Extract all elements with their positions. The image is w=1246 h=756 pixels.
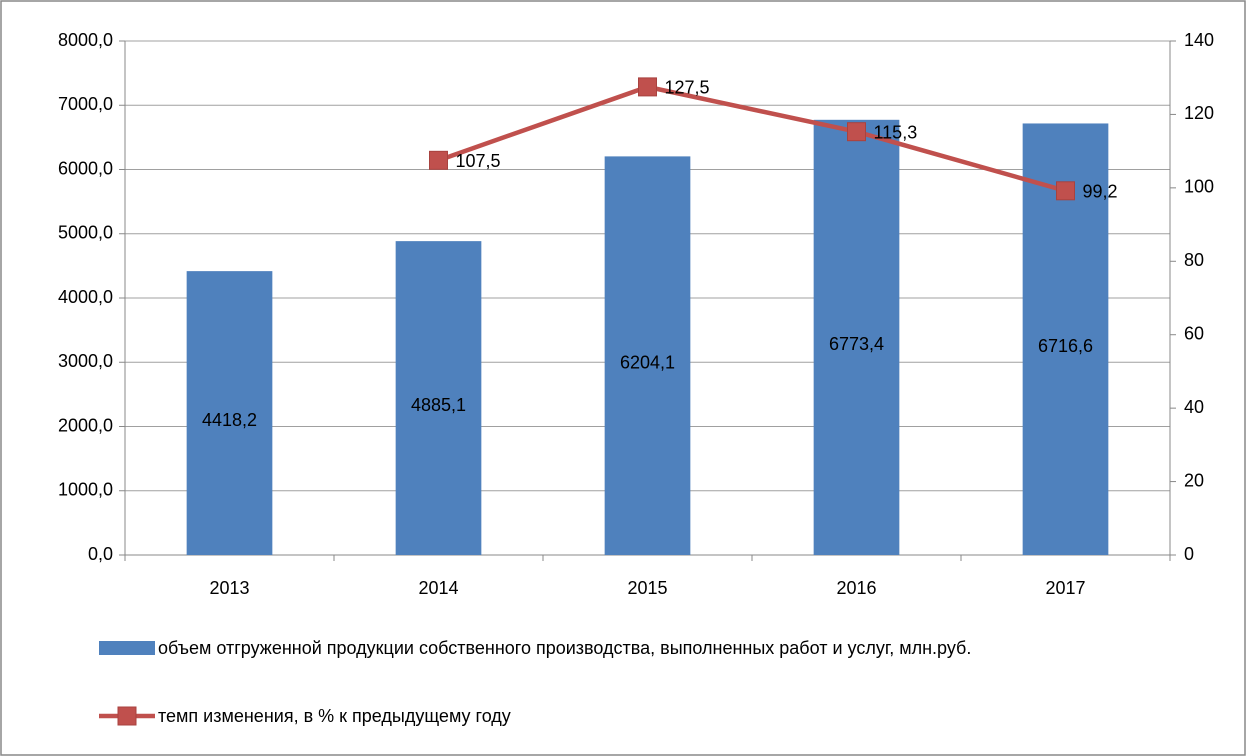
data-label: 6716,6 xyxy=(1038,336,1093,356)
y-tick-label: 2000,0 xyxy=(58,415,113,435)
data-label: 115,3 xyxy=(874,122,918,142)
y-tick-label: 3000,0 xyxy=(58,351,113,371)
data-label: 127,5 xyxy=(665,78,710,98)
y-tick-label: 6000,0 xyxy=(58,158,113,178)
y2-tick-label: 140 xyxy=(1184,30,1214,50)
legend-entry: объем отгруженной продукции собственного… xyxy=(158,638,972,658)
line-marker xyxy=(429,150,448,170)
legend-entry: темп изменения, в % к предыдущему году xyxy=(158,706,511,726)
x-tick-label: 2013 xyxy=(209,578,249,598)
line-marker xyxy=(847,122,866,142)
x-tick-label: 2014 xyxy=(418,578,458,598)
line-marker xyxy=(638,77,657,97)
y-tick-label: 4000,0 xyxy=(58,287,113,307)
y-tick-label: 8000,0 xyxy=(58,30,113,50)
legend-label: темп изменения, в % к предыдущему году xyxy=(158,706,511,726)
data-label: 6773,4 xyxy=(829,334,884,354)
legend-swatch xyxy=(99,641,155,655)
y-tick-label: 7000,0 xyxy=(58,94,113,114)
bar xyxy=(813,119,900,555)
bar xyxy=(186,271,273,555)
y2-tick-label: 20 xyxy=(1184,470,1204,490)
y2-tick-label: 40 xyxy=(1184,397,1204,417)
legend-swatch xyxy=(117,706,137,726)
y2-tick-label: 60 xyxy=(1184,323,1204,343)
data-label: 6204,1 xyxy=(620,352,675,372)
bar xyxy=(395,241,482,555)
x-tick-label: 2016 xyxy=(836,578,876,598)
data-label: 99,2 xyxy=(1083,182,1118,202)
x-tick-label: 2017 xyxy=(1045,578,1085,598)
y-tick-label: 1000,0 xyxy=(58,480,113,500)
data-label: 4418,2 xyxy=(202,410,257,430)
line-marker xyxy=(1056,181,1075,201)
y-tick-label: 0,0 xyxy=(88,544,113,564)
y-tick-label: 5000,0 xyxy=(58,223,113,243)
legend-label: объем отгруженной продукции собственного… xyxy=(158,638,972,658)
y2-tick-label: 80 xyxy=(1184,250,1204,270)
y2-tick-label: 120 xyxy=(1184,103,1214,123)
bar xyxy=(604,156,691,555)
line xyxy=(437,84,1067,193)
x-tick-label: 2015 xyxy=(627,578,667,598)
y2-tick-label: 100 xyxy=(1184,177,1214,197)
data-label: 4885,1 xyxy=(411,395,466,415)
y2-tick-label: 0 xyxy=(1184,544,1194,564)
data-label: 107,5 xyxy=(456,151,501,171)
